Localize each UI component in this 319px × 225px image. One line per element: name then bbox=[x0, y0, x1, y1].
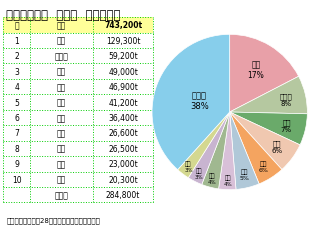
Text: 熊本
17%: 熊本 17% bbox=[248, 60, 264, 79]
Text: 23,000t: 23,000t bbox=[108, 160, 138, 169]
Wedge shape bbox=[230, 112, 307, 145]
Text: 愛知: 愛知 bbox=[57, 83, 66, 92]
Bar bbox=[30, 64, 93, 79]
Wedge shape bbox=[152, 35, 230, 170]
Bar bbox=[3, 95, 30, 110]
Bar bbox=[3, 156, 30, 172]
Bar bbox=[93, 49, 153, 64]
Text: 46,900t: 46,900t bbox=[108, 83, 138, 92]
Text: その他: その他 bbox=[55, 190, 69, 199]
Text: 熊本: 熊本 bbox=[57, 37, 66, 45]
Bar bbox=[30, 79, 93, 95]
Text: 長野
3%: 長野 3% bbox=[184, 161, 193, 172]
Text: 59,200t: 59,200t bbox=[108, 52, 138, 61]
Bar bbox=[93, 172, 153, 187]
Text: 5: 5 bbox=[14, 98, 19, 107]
Wedge shape bbox=[178, 112, 230, 178]
Bar bbox=[30, 172, 93, 187]
Text: 農林水産省　平成28年産野菜生産出荷統計より: 農林水産省 平成28年産野菜生産出荷統計より bbox=[6, 216, 100, 223]
Text: 743,200t: 743,200t bbox=[104, 21, 142, 30]
Text: 千葉
6%: 千葉 6% bbox=[259, 160, 269, 172]
Text: 全国のトマト  収穫量  トップ１０: 全国のトマト 収穫量 トップ１０ bbox=[6, 9, 121, 22]
Text: 全国: 全国 bbox=[57, 21, 66, 30]
Bar bbox=[93, 64, 153, 79]
Text: 栃木
5%: 栃木 5% bbox=[240, 169, 249, 180]
Text: 岐阜
4%: 岐阜 4% bbox=[208, 173, 217, 184]
Text: 9: 9 bbox=[14, 160, 19, 169]
Bar bbox=[30, 95, 93, 110]
Bar bbox=[3, 79, 30, 95]
Wedge shape bbox=[230, 112, 300, 170]
Text: 2: 2 bbox=[14, 52, 19, 61]
Wedge shape bbox=[219, 112, 236, 190]
Bar bbox=[30, 110, 93, 126]
Bar bbox=[30, 18, 93, 33]
Text: 岐阜: 岐阜 bbox=[57, 144, 66, 153]
Text: 41,200t: 41,200t bbox=[108, 98, 138, 107]
Bar bbox=[30, 141, 93, 156]
Text: 愛知
6%: 愛知 6% bbox=[271, 140, 282, 154]
Wedge shape bbox=[202, 112, 230, 189]
Text: 49,000t: 49,000t bbox=[108, 67, 138, 76]
Bar bbox=[3, 64, 30, 79]
Bar bbox=[30, 156, 93, 172]
Text: 長野: 長野 bbox=[57, 175, 66, 184]
Wedge shape bbox=[188, 112, 230, 185]
Bar bbox=[93, 33, 153, 49]
Bar bbox=[3, 187, 30, 202]
Wedge shape bbox=[230, 77, 307, 114]
Bar bbox=[30, 126, 93, 141]
Text: 4: 4 bbox=[14, 83, 19, 92]
Text: 北海道: 北海道 bbox=[55, 52, 69, 61]
Bar bbox=[93, 156, 153, 172]
Text: 284,800t: 284,800t bbox=[106, 190, 140, 199]
Bar bbox=[30, 33, 93, 49]
Text: 茨城
7%: 茨城 7% bbox=[281, 119, 292, 133]
Text: 1: 1 bbox=[14, 37, 19, 45]
Wedge shape bbox=[230, 112, 282, 184]
Bar bbox=[93, 187, 153, 202]
Bar bbox=[30, 187, 93, 202]
Text: 129,300t: 129,300t bbox=[106, 37, 140, 45]
Text: 3: 3 bbox=[14, 67, 19, 76]
Text: 北海道
8%: 北海道 8% bbox=[280, 93, 293, 106]
Wedge shape bbox=[230, 35, 299, 112]
Text: 8: 8 bbox=[14, 144, 19, 153]
Text: その他
38%: その他 38% bbox=[190, 91, 209, 110]
Text: 福島: 福島 bbox=[57, 129, 66, 138]
Bar bbox=[93, 141, 153, 156]
Text: 千葉: 千葉 bbox=[57, 98, 66, 107]
Text: 茨城: 茨城 bbox=[57, 67, 66, 76]
Text: 10: 10 bbox=[12, 175, 21, 184]
Bar bbox=[3, 126, 30, 141]
Text: 群馬
3%: 群馬 3% bbox=[195, 168, 203, 179]
Bar bbox=[93, 126, 153, 141]
Wedge shape bbox=[230, 112, 259, 190]
Text: 福島
4%: 福島 4% bbox=[223, 175, 232, 186]
Text: 20,300t: 20,300t bbox=[108, 175, 138, 184]
Bar bbox=[3, 49, 30, 64]
Text: 26,500t: 26,500t bbox=[108, 144, 138, 153]
Bar bbox=[3, 141, 30, 156]
Bar bbox=[3, 110, 30, 126]
Bar bbox=[93, 95, 153, 110]
Bar bbox=[3, 172, 30, 187]
Bar bbox=[93, 110, 153, 126]
Text: 順: 順 bbox=[14, 21, 19, 30]
Bar bbox=[3, 33, 30, 49]
Text: 36,400t: 36,400t bbox=[108, 113, 138, 122]
Text: 栃木: 栃木 bbox=[57, 113, 66, 122]
Text: 26,600t: 26,600t bbox=[108, 129, 138, 138]
Text: 7: 7 bbox=[14, 129, 19, 138]
Bar bbox=[3, 18, 30, 33]
Bar bbox=[93, 18, 153, 33]
Text: 群馬: 群馬 bbox=[57, 160, 66, 169]
Text: 6: 6 bbox=[14, 113, 19, 122]
Bar bbox=[30, 49, 93, 64]
Bar bbox=[93, 79, 153, 95]
